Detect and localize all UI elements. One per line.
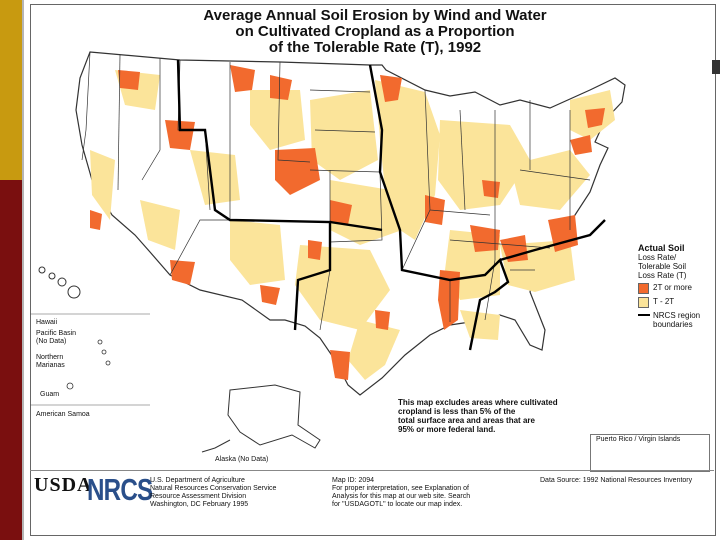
puerto-rico-inset xyxy=(590,434,710,472)
legend-title-line-3: Tolerable Soil xyxy=(638,262,687,271)
side-accent-red xyxy=(0,180,22,540)
legend-item-moderate: T - 2T xyxy=(638,297,716,308)
high-erosion-areas xyxy=(90,65,605,380)
hawaii-inset xyxy=(38,266,81,299)
legend-boundary-line-2: boundaries xyxy=(653,320,693,329)
agency-line-3: Resource Assessment Division xyxy=(150,493,247,500)
northern-marianas-label: Northern Marianas xyxy=(36,354,65,370)
guam-label: Guam xyxy=(40,391,60,398)
legend-swatch-moderate xyxy=(638,297,649,308)
puerto-rico-label: Puerto Rico / Virgin Islands xyxy=(596,436,681,443)
nrcs-logo: NRCS xyxy=(87,472,153,507)
exclusion-note: This map excludes areas where cultivated… xyxy=(398,398,598,434)
usda-logo: USDA xyxy=(34,474,93,496)
interp-line-2: Analysis for this map at our web site. S… xyxy=(332,493,471,500)
legend-swatch-high xyxy=(638,283,649,294)
alaska-inset xyxy=(227,384,321,449)
american-samoa-label: American Samoa xyxy=(36,411,90,418)
legend-boundary-line-1: NRCS region xyxy=(653,311,701,320)
legend-line-boundary xyxy=(638,314,650,316)
alaska-label: Alaska (No Data) xyxy=(215,456,269,463)
legend-title-line-4: Loss Rate (T) xyxy=(638,271,687,280)
legend-label-high: 2T or more xyxy=(653,283,692,292)
note-line-4: 95% or more federal land. xyxy=(398,425,496,434)
pacific-islands xyxy=(66,339,111,390)
map-id: Map ID: 2094 xyxy=(332,477,375,484)
footer-divider xyxy=(30,470,714,471)
pacific-basin-line-2: (No Data) xyxy=(36,338,67,345)
agency-line-4: Washington, DC February 1995 xyxy=(150,501,249,508)
legend-title-line-2: Loss Rate/ xyxy=(638,253,677,262)
interpretation-block: Map ID: 2094 For proper interpretation, … xyxy=(332,477,470,509)
side-accent-gold xyxy=(0,0,22,180)
data-source: Data Source: 1992 National Resources Inv… xyxy=(540,477,693,484)
map-legend: Actual Soil Loss Rate/ Tolerable Soil Lo… xyxy=(638,244,716,329)
note-line-3: total surface area and areas that are xyxy=(398,416,535,425)
hawaii-label: Hawaii xyxy=(36,319,58,326)
side-divider xyxy=(22,0,24,540)
map-title: Average Annual Soil Erosion by Wind and … xyxy=(150,8,600,56)
interp-line-3: for "USDAGOTL" to locate our map index. xyxy=(332,501,463,508)
legend-label-boundary: NRCS region boundaries xyxy=(653,311,700,329)
us-map xyxy=(30,51,694,461)
legend-item-boundary: NRCS region boundaries xyxy=(638,311,716,329)
legend-title-line-1: Actual Soil xyxy=(638,243,685,253)
agency-line-1: U.S. Department of Agriculture xyxy=(150,477,245,484)
scroll-handle[interactable] xyxy=(712,60,720,74)
legend-item-high: 2T or more xyxy=(638,283,716,294)
agency-block: U.S. Department of Agriculture Natural R… xyxy=(150,477,276,509)
northern-marianas-line-2: Marianas xyxy=(36,362,65,369)
title-line-2: on Cultivated Cropland as a Proportion xyxy=(235,23,515,40)
note-line-1: This map excludes areas where cultivated xyxy=(398,398,558,407)
legend-label-moderate: T - 2T xyxy=(653,297,675,306)
interp-line-1: For proper interpretation, see Explanati… xyxy=(332,485,469,492)
agency-line-2: Natural Resources Conservation Service xyxy=(150,485,277,492)
pacific-basin-line-1: Pacific Basin xyxy=(36,330,77,337)
pacific-basin-label: Pacific Basin (No Data) xyxy=(36,330,76,346)
northern-marianas-line-1: Northern xyxy=(36,354,64,361)
alaska-islands xyxy=(201,439,231,453)
note-line-2: cropland is less than 5% of the xyxy=(398,407,516,416)
title-line-3: of the Tolerable Rate (T), 1992 xyxy=(268,39,482,56)
title-line-1: Average Annual Soil Erosion by Wind and … xyxy=(203,7,547,24)
nrcs-region-boundaries xyxy=(176,59,606,351)
